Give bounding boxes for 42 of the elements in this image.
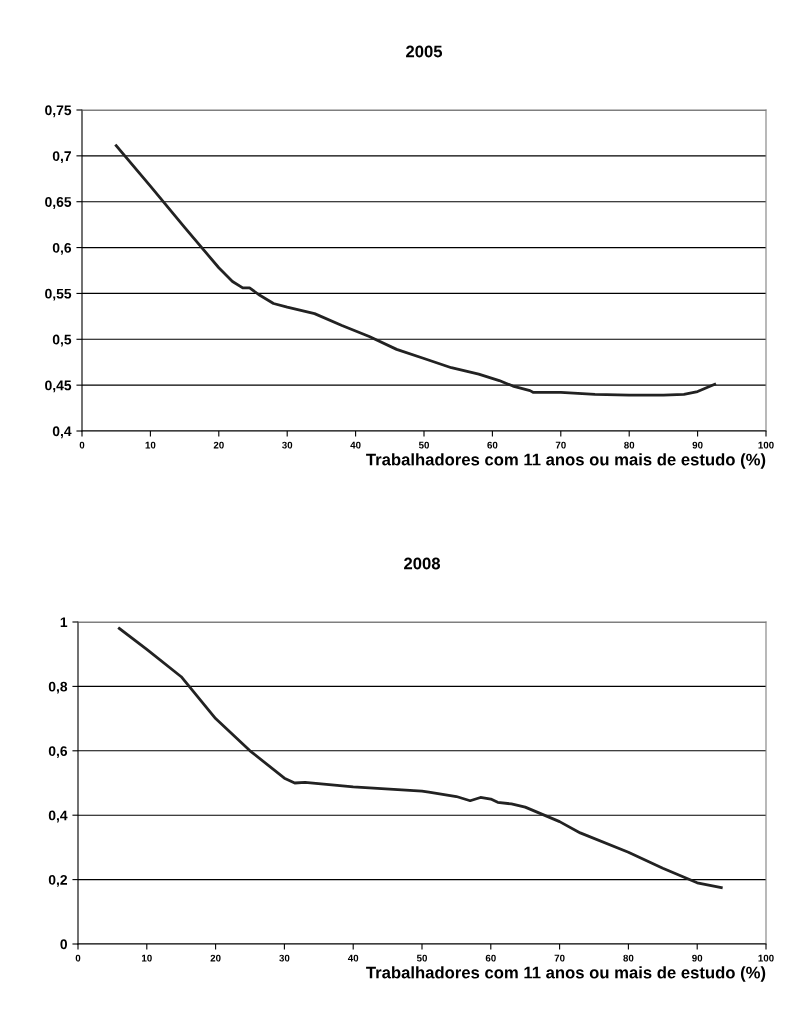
x-tick-label: 20: [213, 441, 224, 449]
x-tick-label: 10: [145, 441, 156, 449]
y-tick-label: 1: [60, 617, 68, 628]
x-tick-label: 10: [142, 954, 152, 962]
y-tick-label: 0,8: [48, 681, 68, 694]
line-series: [117, 627, 723, 890]
chart-title: 2008: [404, 557, 441, 570]
x-tick-label: 0: [75, 954, 81, 962]
x-tick-label: 30: [279, 954, 290, 962]
x-tick-label: 60: [487, 441, 498, 449]
x-tick-label: 50: [418, 441, 430, 449]
x-tick-label: 30: [282, 441, 293, 449]
y-tick-label: 0,4: [48, 810, 68, 823]
x-tick-label: 90: [692, 441, 703, 449]
y-tick-label: 0,4: [52, 426, 72, 439]
y-tick-label: 0,75: [45, 105, 72, 118]
y-tick-label: 0,6: [48, 746, 68, 758]
x-tick-label: 50: [416, 954, 428, 962]
x-tick-label: 100: [758, 441, 774, 449]
x-tick-label: 70: [554, 954, 565, 962]
y-tick-label: 0,55: [45, 288, 72, 301]
x-tick-label: 40: [347, 954, 359, 962]
chart-title: 2005: [406, 45, 443, 58]
y-tick-label: 0,7: [52, 151, 71, 164]
x-tick-label: 80: [623, 954, 634, 962]
x-tick-label: 60: [485, 954, 496, 962]
x-tick-label: 70: [555, 441, 566, 449]
y-tick-label: 0,2: [48, 874, 68, 887]
x-tick-label: 40: [350, 441, 361, 449]
x-tick-label: 80: [624, 441, 635, 449]
y-tick-label: 0,45: [45, 380, 72, 393]
x-axis-title: Trabalhadores com 11 anos ou mais de estudo (%): [366, 453, 766, 469]
y-tick-label: 0: [60, 939, 68, 950]
x-tick-label: 0: [79, 441, 85, 449]
x-tick-label: 90: [692, 954, 703, 962]
x-axis-title: Trabalhadores com 11 anos ou mais de estudo (%): [366, 966, 766, 982]
y-tick-label: 0,6: [52, 242, 72, 255]
y-tick-label: 0,5: [52, 334, 72, 347]
y-tick-label: 0,65: [45, 197, 72, 209]
line-series: [114, 144, 717, 397]
x-tick-label: 20: [210, 954, 221, 962]
x-tick-label: 100: [758, 954, 774, 962]
